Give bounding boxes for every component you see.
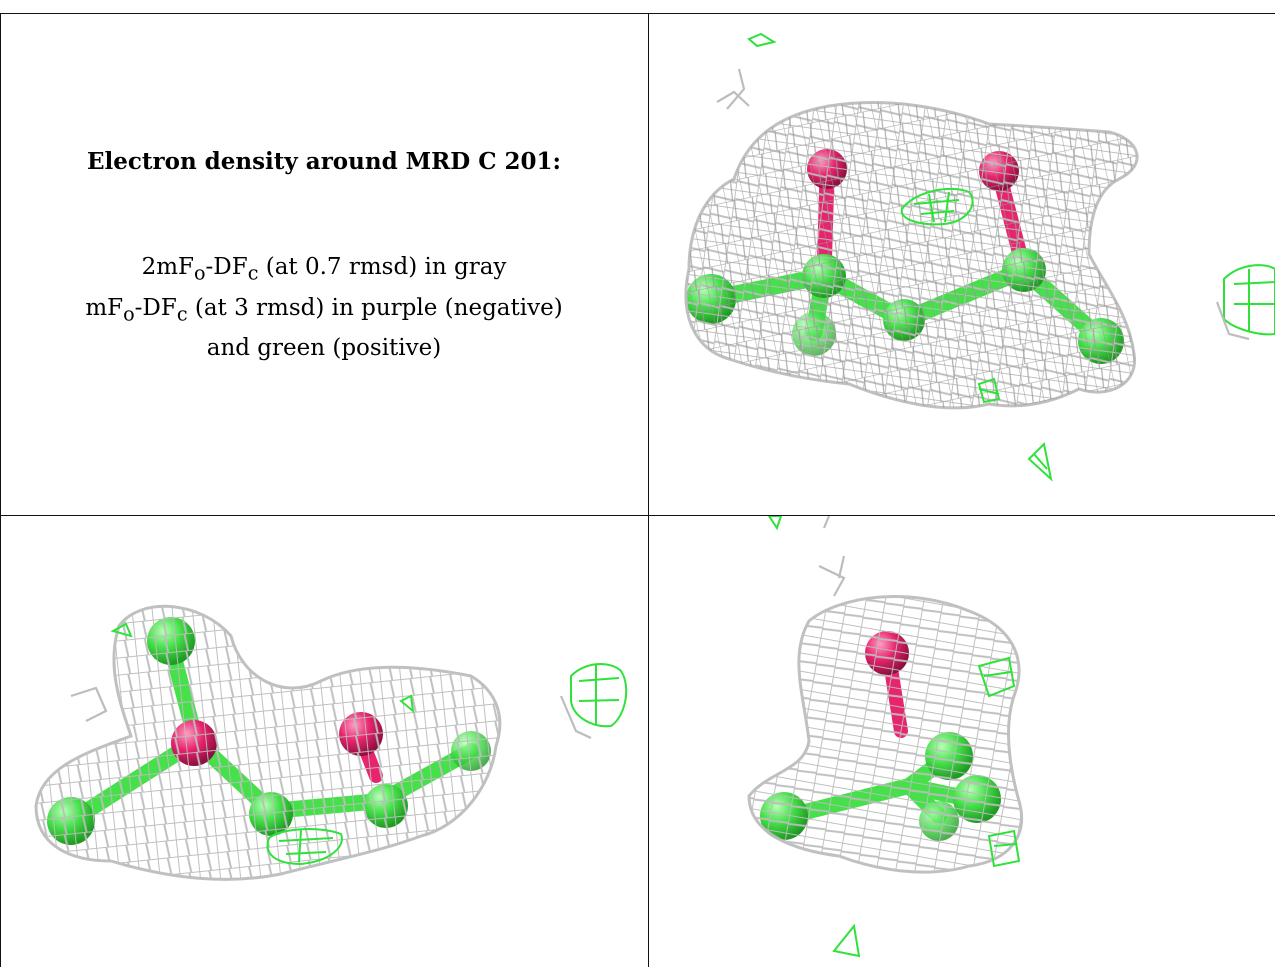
- legend-line-1-sub2: c: [247, 261, 259, 285]
- stray-gray-mesh: [716, 68, 1250, 341]
- legend-line-1: 2mFo-DFc (at 0.7 rmsd) in gray: [1, 250, 647, 291]
- top-border: [0, 13, 1275, 14]
- center-border: [648, 13, 649, 967]
- legend-line-3: and green (positive): [206, 335, 442, 362]
- legend-line-1-sub: o: [193, 261, 206, 285]
- density-view-top: [649, 14, 1275, 515]
- density-mesh: [747, 595, 1024, 874]
- density-render-2: [34, 604, 628, 881]
- density-mesh: [34, 604, 502, 881]
- positive-density: [767, 516, 1021, 958]
- left-border: [0, 13, 1, 967]
- legend-line-2-sub: o: [123, 302, 135, 326]
- stray-gray-mesh: [70, 686, 592, 739]
- stray-gray-mesh: [818, 516, 846, 597]
- positive-density: [110, 622, 628, 866]
- legend-line-2-sub2: c: [176, 302, 188, 326]
- density-view-right: [649, 516, 1275, 967]
- legend-line-2-a: mF: [85, 294, 124, 321]
- positive-density: [747, 32, 1275, 482]
- legend-line-2: mFo-DFc (at 3 rmsd) in purple (negative): [1, 291, 647, 332]
- caption-title: Electron density around MRD C 201:: [86, 148, 562, 175]
- density-render-3: [747, 516, 1024, 958]
- caption-panel: Electron density around MRD C 201: 2mFo-…: [1, 14, 647, 515]
- legend-line-1-a: 2mF: [141, 254, 194, 280]
- caption-legend: 2mFo-DFc (at 0.7 rmsd) in gray mFo-DFc (…: [1, 250, 647, 365]
- middle-border: [0, 515, 1275, 516]
- density-view-left: [1, 516, 647, 967]
- legend-line-2-b: -DF: [134, 294, 177, 321]
- density-render-1: [684, 32, 1275, 482]
- legend-line-2-c: (at 3 rmsd) in purple (negative): [187, 294, 563, 321]
- legend-line-1-b: -DF: [205, 254, 248, 280]
- legend-line-1-c: (at 0.7 rmsd) in gray: [258, 254, 507, 280]
